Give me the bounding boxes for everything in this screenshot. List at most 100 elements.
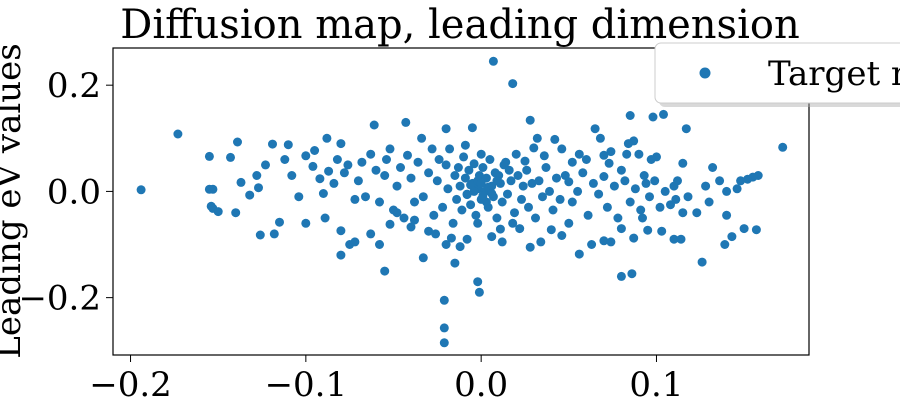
data-point	[574, 249, 584, 259]
data-point	[513, 171, 523, 180]
data-point	[283, 140, 293, 150]
data-point	[623, 139, 633, 149]
data-point	[497, 237, 507, 247]
data-point	[464, 165, 474, 175]
data-point	[476, 149, 486, 159]
data-point	[481, 197, 491, 207]
data-point	[432, 176, 442, 186]
data-point	[599, 150, 609, 160]
data-point	[353, 176, 363, 186]
data-point	[329, 178, 339, 188]
data-point	[320, 213, 330, 223]
data-point	[550, 134, 560, 144]
data-point	[739, 224, 749, 234]
data-point	[350, 237, 360, 247]
data-point	[557, 144, 567, 154]
data-point	[546, 225, 556, 235]
data-point	[616, 271, 626, 281]
data-point	[275, 217, 284, 227]
data-point	[418, 253, 428, 263]
data-point	[410, 215, 419, 225]
data-point	[641, 178, 651, 188]
data-point	[233, 137, 242, 147]
data-point	[666, 200, 675, 210]
data-point	[324, 166, 334, 176]
data-point	[453, 163, 463, 172]
data-point	[310, 146, 320, 155]
data-point	[560, 171, 570, 180]
data-point	[743, 174, 753, 184]
data-point	[173, 129, 183, 139]
data-point	[669, 234, 679, 244]
data-point	[648, 112, 658, 122]
data-point	[715, 176, 725, 186]
data-point	[336, 226, 346, 236]
data-point	[574, 149, 584, 159]
data-point	[315, 174, 325, 184]
data-point	[208, 184, 218, 194]
legend-label: Target ne	[768, 54, 900, 94]
data-point	[599, 172, 609, 181]
data-point	[627, 269, 637, 279]
data-point	[678, 208, 688, 218]
data-point	[609, 181, 619, 191]
data-point	[655, 202, 665, 212]
data-point	[636, 205, 646, 215]
data-point	[538, 192, 547, 202]
data-point	[630, 184, 640, 194]
data-point	[439, 323, 449, 333]
data-point	[588, 178, 598, 188]
data-point	[226, 152, 235, 162]
data-point	[466, 180, 476, 190]
data-point	[252, 171, 262, 180]
data-point	[380, 266, 390, 276]
data-point	[438, 202, 448, 212]
data-point	[452, 194, 462, 204]
data-point	[476, 178, 486, 188]
chart-title: Diffusion map, leading dimension	[120, 2, 799, 48]
data-point	[539, 151, 549, 161]
data-point	[555, 194, 565, 204]
data-point	[520, 156, 530, 166]
data-point	[708, 163, 718, 172]
data-point	[488, 56, 498, 66]
data-point	[525, 115, 535, 125]
data-point	[567, 157, 577, 167]
data-point	[567, 197, 577, 207]
data-point	[681, 124, 691, 134]
data-point	[522, 165, 532, 175]
data-point	[392, 181, 402, 191]
y-axis-label: Leading eV values	[0, 43, 29, 358]
data-point	[369, 120, 379, 130]
data-point	[487, 232, 497, 242]
data-point	[511, 149, 521, 159]
data-point	[497, 197, 507, 207]
data-point	[410, 197, 419, 207]
data-point	[350, 194, 360, 204]
data-point	[606, 237, 616, 247]
data-point	[471, 210, 481, 220]
data-point	[336, 139, 346, 149]
data-point	[375, 197, 384, 207]
data-point	[485, 155, 495, 164]
data-point	[427, 144, 437, 154]
data-point	[581, 155, 591, 164]
legend: Target ne	[654, 42, 900, 107]
data-point	[545, 186, 554, 196]
data-point	[683, 192, 693, 202]
data-point	[473, 277, 483, 287]
data-point	[441, 124, 451, 134]
data-point	[606, 147, 616, 157]
plot-area	[112, 47, 810, 356]
data-point	[443, 184, 453, 194]
data-point	[459, 152, 469, 162]
data-point	[455, 242, 465, 252]
data-point	[536, 237, 546, 247]
data-point	[389, 205, 398, 215]
data-point	[462, 190, 472, 200]
data-point	[473, 218, 483, 228]
data-point	[406, 222, 416, 232]
data-point	[613, 213, 623, 223]
data-point	[287, 171, 297, 180]
